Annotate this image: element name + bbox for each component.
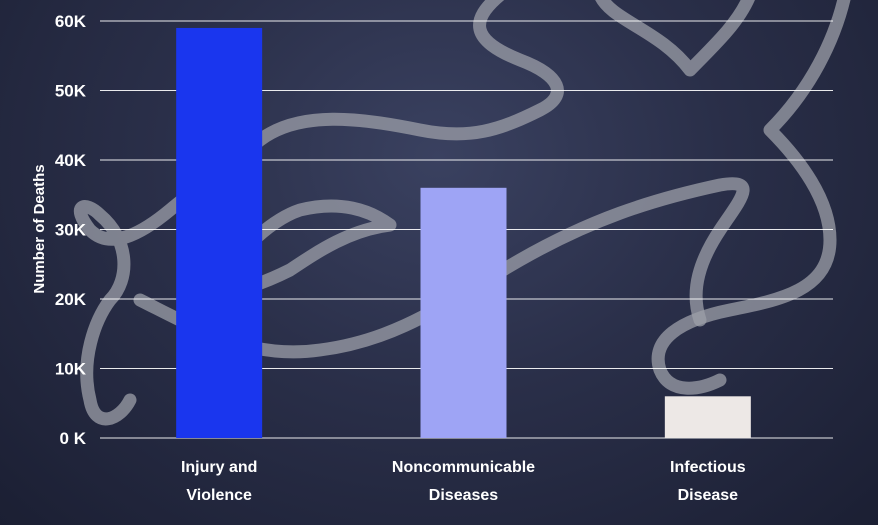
category-label: Noncommunicable Diseases [392, 459, 535, 504]
category-labels: Injury and Violence Noncommunicable Disease… [181, 459, 746, 504]
y-tick-label: 40K [55, 151, 87, 170]
y-tick-label: 0 K [60, 429, 87, 448]
y-tick-label: 10K [55, 360, 87, 379]
y-tick-label: 30K [55, 221, 87, 240]
y-tick-label: 60K [55, 12, 87, 31]
bar [664, 396, 751, 438]
y-tick-labels: 0 K 10K 20K 30K 40K 50K 60K [55, 12, 87, 448]
bar [176, 27, 263, 438]
y-tick-label: 50K [55, 82, 87, 101]
category-label: Injury and Violence [181, 459, 257, 504]
y-axis-title: Number of Deaths [31, 164, 48, 293]
bars [176, 27, 751, 438]
y-tick-label: 20K [55, 290, 87, 309]
bar [420, 187, 507, 438]
category-label: Infectious Disease [670, 459, 746, 504]
